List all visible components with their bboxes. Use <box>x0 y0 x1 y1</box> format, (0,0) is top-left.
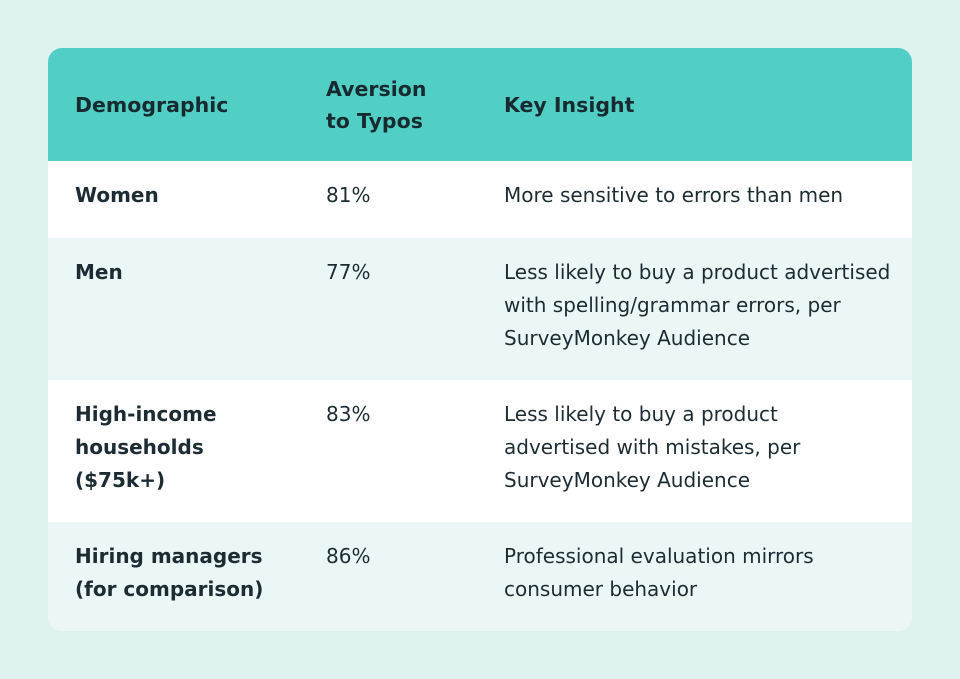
header-demographic: Demographic <box>75 92 229 117</box>
insight-cell: Less likely to buy a product advertised … <box>504 402 801 492</box>
insight-cell: Less likely to buy a product advertised … <box>504 260 891 350</box>
demographic-cell: Women <box>75 183 159 207</box>
table-row: Hiring managers (for comparison) 86% Pro… <box>48 522 912 631</box>
demographic-cell: High-income households ($75k+) <box>75 402 217 492</box>
table-header-row: Demographic Aversion to Typos Key Insigh… <box>48 48 912 161</box>
aversion-cell: 77% <box>326 260 371 284</box>
aversion-cell: 86% <box>326 544 371 568</box>
insight-cell: Professional evaluation mirrors consumer… <box>504 544 814 601</box>
table-row: Women 81% More sensitive to errors than … <box>48 161 912 238</box>
insight-cell: More sensitive to errors than men <box>504 183 844 207</box>
table-row: Men 77% Less likely to buy a product adv… <box>48 238 912 380</box>
demographics-table: Demographic Aversion to Typos Key Insigh… <box>48 48 912 631</box>
header-insight: Key Insight <box>504 92 635 117</box>
header-aversion: Aversion to Typos <box>326 76 427 133</box>
aversion-cell: 83% <box>326 402 371 426</box>
demographic-cell: Men <box>75 260 123 284</box>
table-row: High-income households ($75k+) 83% Less … <box>48 380 912 522</box>
demographic-cell: Hiring managers (for comparison) <box>75 544 264 601</box>
aversion-cell: 81% <box>326 183 371 207</box>
